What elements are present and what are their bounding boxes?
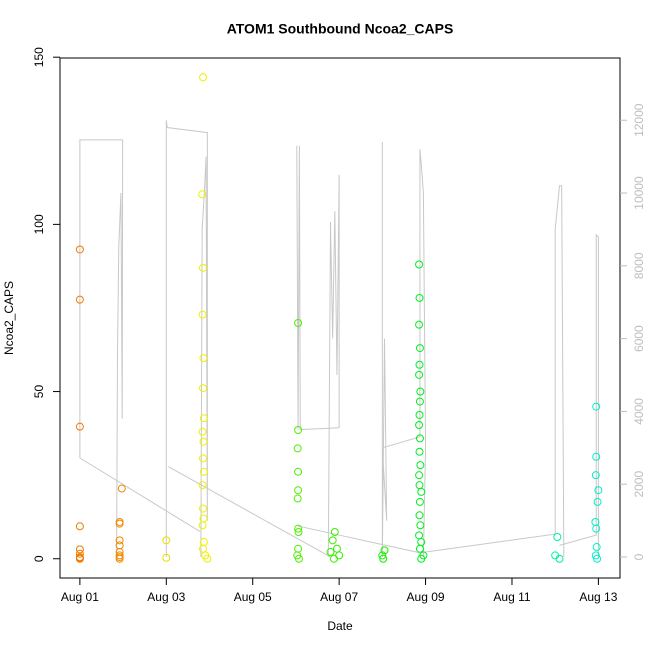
- point: [416, 461, 425, 470]
- point: [115, 554, 124, 563]
- point: [415, 360, 424, 369]
- point: [199, 504, 208, 513]
- point: [199, 467, 208, 476]
- x-tick-label: Aug 07: [320, 590, 358, 604]
- point: [379, 554, 388, 563]
- y2-tick-label: 10000: [632, 176, 646, 210]
- point: [294, 467, 303, 476]
- point: [416, 521, 425, 530]
- point: [415, 497, 424, 506]
- point: [199, 384, 208, 393]
- y2-tick-label: 12000: [632, 103, 646, 137]
- x-tick-label: Aug 03: [147, 590, 185, 604]
- point: [162, 553, 171, 562]
- point: [75, 422, 84, 431]
- y-tick-label: 100: [32, 214, 46, 234]
- point: [199, 354, 208, 363]
- point: [415, 260, 424, 269]
- x-tick-label: Aug 09: [407, 590, 445, 604]
- point: [592, 524, 601, 533]
- point: [594, 486, 603, 495]
- point: [593, 497, 602, 506]
- point: [326, 548, 335, 557]
- point: [198, 521, 207, 530]
- point: [294, 426, 303, 435]
- point: [199, 414, 208, 423]
- point: [415, 447, 424, 456]
- point: [203, 554, 212, 563]
- point: [592, 402, 601, 411]
- point: [380, 546, 389, 555]
- point: [75, 295, 84, 304]
- y-tick-label: 50: [32, 385, 46, 399]
- point: [117, 484, 126, 493]
- x-tick-label: Aug 01: [61, 590, 99, 604]
- point: [75, 522, 84, 531]
- point: [198, 190, 207, 199]
- point: [417, 487, 426, 496]
- x-tick-label: Aug 05: [234, 590, 272, 604]
- point: [294, 527, 303, 536]
- point: [415, 370, 424, 379]
- y2-tick-label: 6000: [632, 325, 646, 352]
- point: [592, 452, 601, 461]
- point: [199, 454, 208, 463]
- point: [555, 554, 564, 563]
- point: [415, 511, 424, 520]
- point: [162, 536, 171, 545]
- point: [75, 245, 84, 254]
- point: [293, 444, 302, 453]
- point: [198, 427, 207, 436]
- point: [415, 420, 424, 429]
- point: [415, 544, 424, 553]
- point: [415, 397, 424, 406]
- point: [415, 293, 424, 302]
- point: [593, 554, 602, 563]
- point: [328, 536, 337, 545]
- point: [199, 73, 208, 82]
- point: [415, 434, 424, 443]
- point: [75, 549, 84, 558]
- y2-tick-label: 0: [632, 553, 646, 560]
- point: [415, 410, 424, 419]
- y2-tick-label: 2000: [632, 471, 646, 498]
- point: [198, 481, 207, 490]
- point: [415, 471, 424, 480]
- chart-title: ATOM1 Southbound Ncoa2_CAPS: [227, 21, 454, 37]
- point: [415, 320, 424, 329]
- point: [591, 471, 600, 480]
- point: [294, 486, 303, 495]
- point: [330, 527, 339, 536]
- point: [294, 554, 303, 563]
- point: [591, 551, 600, 560]
- point: [378, 551, 387, 560]
- y2-tick-label: 4000: [632, 398, 646, 425]
- point: [553, 533, 562, 542]
- point: [115, 536, 124, 545]
- point: [329, 554, 338, 563]
- point: [115, 519, 124, 528]
- y-axis-label: Ncoa2_CAPS: [2, 281, 16, 355]
- point: [198, 310, 207, 319]
- point: [592, 543, 601, 552]
- point: [293, 494, 302, 503]
- point: [75, 545, 84, 554]
- point: [199, 263, 208, 272]
- point: [294, 524, 303, 533]
- x-axis-label: Date: [327, 619, 353, 633]
- y-tick-label: 150: [32, 47, 46, 67]
- point: [417, 554, 426, 563]
- point: [75, 553, 84, 562]
- plot-box: [59, 57, 621, 579]
- x-tick-label: Aug 11: [493, 590, 530, 604]
- x-tick-label: Aug 13: [579, 590, 617, 604]
- point: [294, 319, 303, 328]
- point: [415, 344, 424, 353]
- y2-tick-label: 8000: [632, 252, 646, 279]
- y-tick-label: 0: [32, 555, 46, 562]
- point: [199, 437, 208, 446]
- point: [416, 387, 425, 396]
